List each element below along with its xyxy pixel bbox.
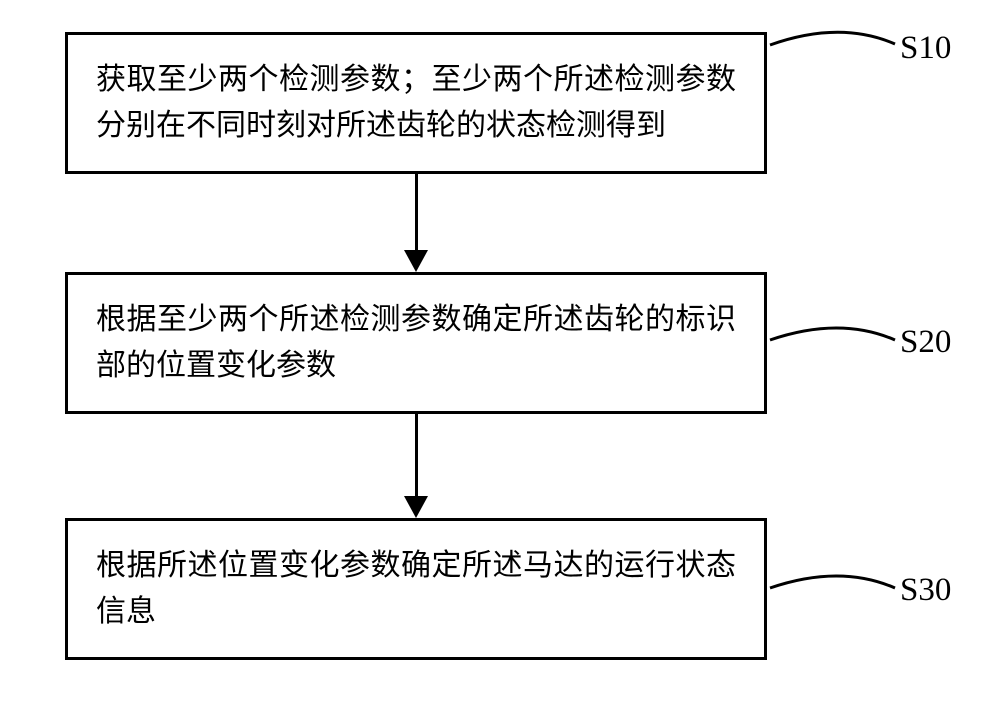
flowchart-canvas: 获取至少两个检测参数；至少两个所述检测参数分别在不同时刻对所述齿轮的状态检测得到… [0,0,1000,713]
step-box-s30: 根据所述位置变化参数确定所述马达的运行状态信息 [65,518,767,660]
step-text-s10: 获取至少两个检测参数；至少两个所述检测参数分别在不同时刻对所述齿轮的状态检测得到 [96,57,736,150]
step-box-s10: 获取至少两个检测参数；至少两个所述检测参数分别在不同时刻对所述齿轮的状态检测得到 [65,32,767,174]
step-text-s30: 根据所述位置变化参数确定所述马达的运行状态信息 [96,543,736,636]
arrow-head-2 [404,496,428,518]
step-label-s30: S30 [900,572,951,609]
step-label-s20: S20 [900,324,951,361]
step-box-s20: 根据至少两个所述检测参数确定所述齿轮的标识部的位置变化参数 [65,272,767,414]
arrow-head-1 [404,250,428,272]
step-text-s20: 根据至少两个所述检测参数确定所述齿轮的标识部的位置变化参数 [96,297,736,390]
arrow-shaft-1 [415,174,418,250]
step-label-s10: S10 [900,30,951,67]
arrow-shaft-2 [415,414,418,496]
